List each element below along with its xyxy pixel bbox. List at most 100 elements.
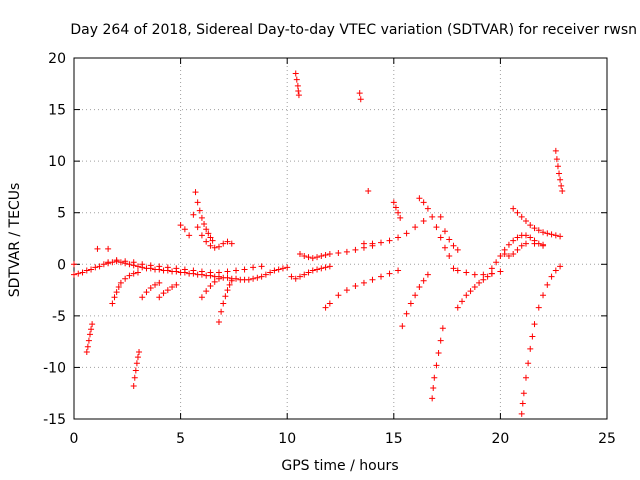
data-point [198,294,205,301]
data-point [207,269,214,276]
series-arc-late-5 [518,263,564,417]
data-point [201,221,208,228]
data-point [134,263,141,270]
data-point [194,199,201,206]
data-point [420,217,427,224]
data-point [471,271,478,278]
data-point [71,261,77,268]
data-point [113,289,120,296]
data-point [220,300,227,307]
x-tick-label: 15 [385,431,403,447]
data-point [322,264,329,271]
data-point [211,244,218,251]
data-point [224,274,231,281]
data-point [510,205,517,212]
data-point [245,276,252,283]
data-point [84,343,91,350]
series-arc-mid-3 [322,267,402,311]
data-point [529,333,536,340]
data-point [356,90,363,97]
data-point [437,234,444,241]
chart-title: Day 264 of 2018, Sidereal Day-to-day VTE… [70,22,637,38]
x-tick-label: 10 [278,431,296,447]
data-point [412,224,419,231]
data-point [314,254,321,261]
data-point [181,226,188,233]
series-arc-rising-f [198,275,222,301]
data-point [111,294,118,301]
series-arc-mid-7 [416,195,453,260]
data-point [88,266,95,273]
data-point [296,273,303,280]
data-point [130,259,137,266]
data-point [267,269,274,276]
data-point [552,267,559,274]
data-point [164,264,171,271]
data-point [467,288,474,295]
y-tick-label: 20 [48,51,66,67]
data-point [429,213,436,220]
data-point [113,257,120,264]
data-point [488,265,495,272]
data-point [122,275,129,282]
data-point [164,287,171,294]
data-point [518,242,525,249]
data-point [390,199,397,206]
data-point [420,277,427,284]
series-arc-small-c [177,222,193,239]
data-point [314,266,321,273]
data-point [476,279,483,286]
data-point [203,226,210,233]
data-point [136,348,143,355]
series-arc-rising-g [215,277,235,326]
data-point [459,298,466,305]
data-point [480,276,487,283]
data-point [365,188,372,195]
data-point [211,278,218,285]
data-point [220,240,227,247]
data-point [233,275,240,282]
series-arc-falling-a [192,189,216,244]
data-point [531,240,538,247]
data-point [309,267,316,274]
data-point [433,362,440,369]
series-arc-early-spikes [71,245,112,268]
data-point [322,304,329,311]
series-arc-mid-2 [288,263,333,282]
data-point [429,395,436,402]
data-point [181,266,188,273]
data-point [83,267,90,274]
data-point [224,287,231,294]
data-point [203,288,210,295]
data-point [357,96,364,103]
data-point [89,321,96,328]
data-point [518,410,525,417]
data-point [514,246,521,253]
data-point [540,241,547,248]
data-point [292,275,299,282]
data-point [79,269,86,276]
data-point [122,258,129,265]
data-point [203,238,210,245]
data-point [525,360,532,367]
data-point [254,274,261,281]
data-point [134,269,141,276]
data-point [522,240,529,247]
data-point [552,232,559,239]
data-point [446,253,453,260]
data-point [424,205,431,212]
data-markers [71,70,566,417]
data-point [295,92,302,99]
data-point [88,326,95,333]
data-point [416,195,423,202]
data-point [527,222,534,229]
data-point [522,217,529,224]
data-point [463,269,470,276]
data-point [292,70,299,77]
data-point [301,253,308,260]
data-point [126,261,133,268]
data-point [133,360,140,367]
data-point [535,304,542,311]
data-point [454,267,461,274]
series-arc-rising-d [139,279,163,301]
